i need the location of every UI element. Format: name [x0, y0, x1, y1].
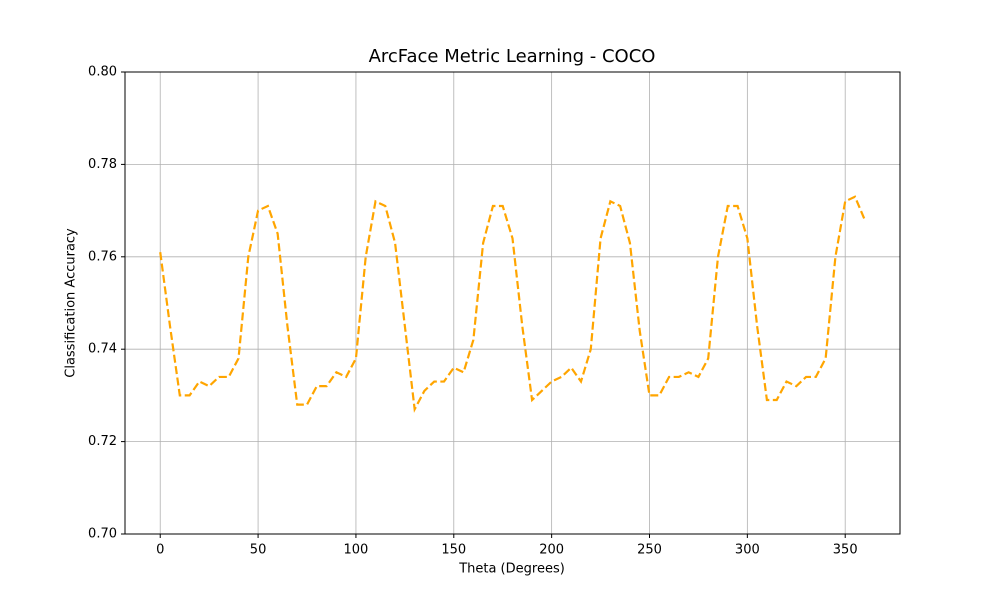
x-tick-label: 300 [735, 543, 760, 558]
x-tick-label: 350 [833, 543, 858, 558]
x-tick-label: 150 [441, 543, 466, 558]
x-tick-label: 250 [637, 543, 662, 558]
y-tick-label: 0.74 [88, 342, 117, 357]
y-tick-label: 0.80 [88, 65, 117, 80]
y-tick-label: 0.70 [88, 527, 117, 542]
y-tick-label: 0.76 [88, 249, 117, 264]
data-line [159, 195, 866, 413]
y-tick-label: 0.78 [88, 157, 117, 172]
x-tick-label: 100 [344, 543, 369, 558]
x-axis-label: Theta (Degrees) [458, 562, 565, 577]
y-axis-label: Classification Accuracy [64, 228, 79, 378]
x-tick-label: 50 [250, 543, 267, 558]
chart-title: ArcFace Metric Learning - COCO [369, 46, 656, 67]
x-tick-label: 0 [156, 543, 164, 558]
x-tick-label: 200 [539, 543, 564, 558]
y-tick-label: 0.72 [88, 434, 117, 449]
plot-frame [124, 71, 901, 535]
